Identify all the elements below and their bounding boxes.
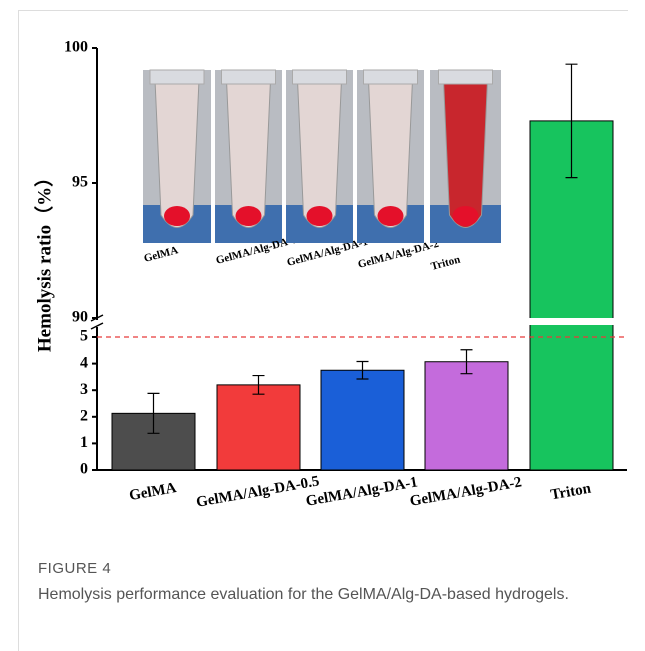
tube-cap bbox=[439, 70, 493, 84]
chart: Hemolysis ratio（%） 0 1 2 3 4 5 90 95 100 GelMA Gel… bbox=[0, 0, 645, 550]
x-tick-label: Triton bbox=[549, 481, 592, 504]
caption-label: FIGURE 4 bbox=[38, 560, 598, 577]
tube-pellet bbox=[164, 206, 190, 226]
bar bbox=[321, 370, 404, 470]
y-tick-label: 95 bbox=[72, 174, 88, 191]
x-tick-label: GelMA/Alg-DA-2 bbox=[409, 474, 523, 509]
page: Hemolysis ratio（%） 0 1 2 3 4 5 90 95 100 GelMA Gel… bbox=[0, 0, 645, 650]
x-tick-label: GelMA bbox=[128, 480, 178, 504]
tube bbox=[155, 80, 199, 228]
y-tick-label: 100 bbox=[64, 39, 88, 56]
caption: FIGURE 4 Hemolysis performance evaluatio… bbox=[38, 560, 598, 606]
tube-cap bbox=[222, 70, 276, 84]
tube-pellet bbox=[378, 206, 404, 226]
tube-pellet bbox=[236, 206, 262, 226]
tube-cap bbox=[364, 70, 418, 84]
y-tick-label: 4 bbox=[80, 354, 88, 371]
tube bbox=[369, 80, 413, 228]
bar bbox=[217, 385, 300, 470]
y-axis-label: Hemolysis ratio（%） bbox=[32, 168, 55, 352]
tube bbox=[227, 80, 271, 228]
tube-pellet bbox=[453, 206, 479, 226]
y-tick-label: 1 bbox=[80, 434, 88, 451]
tube bbox=[444, 80, 488, 228]
tube bbox=[298, 80, 342, 228]
y-tick-label: 3 bbox=[80, 381, 88, 398]
tube-pellet bbox=[307, 206, 333, 226]
caption-text: Hemolysis performance evaluation for the… bbox=[38, 583, 598, 606]
tube-cap bbox=[150, 70, 204, 84]
x-tick-label: GelMA/Alg-DA-1 bbox=[305, 474, 419, 509]
y-tick-label: 5 bbox=[80, 328, 88, 345]
tube-cap bbox=[293, 70, 347, 84]
bar-break bbox=[528, 318, 615, 325]
bar bbox=[425, 362, 508, 470]
x-tick-label: GelMA/Alg-DA-0.5 bbox=[195, 473, 320, 510]
y-tick-label: 2 bbox=[80, 407, 88, 424]
y-tick-label: 90 bbox=[72, 309, 88, 326]
y-tick-label: 0 bbox=[80, 461, 88, 478]
